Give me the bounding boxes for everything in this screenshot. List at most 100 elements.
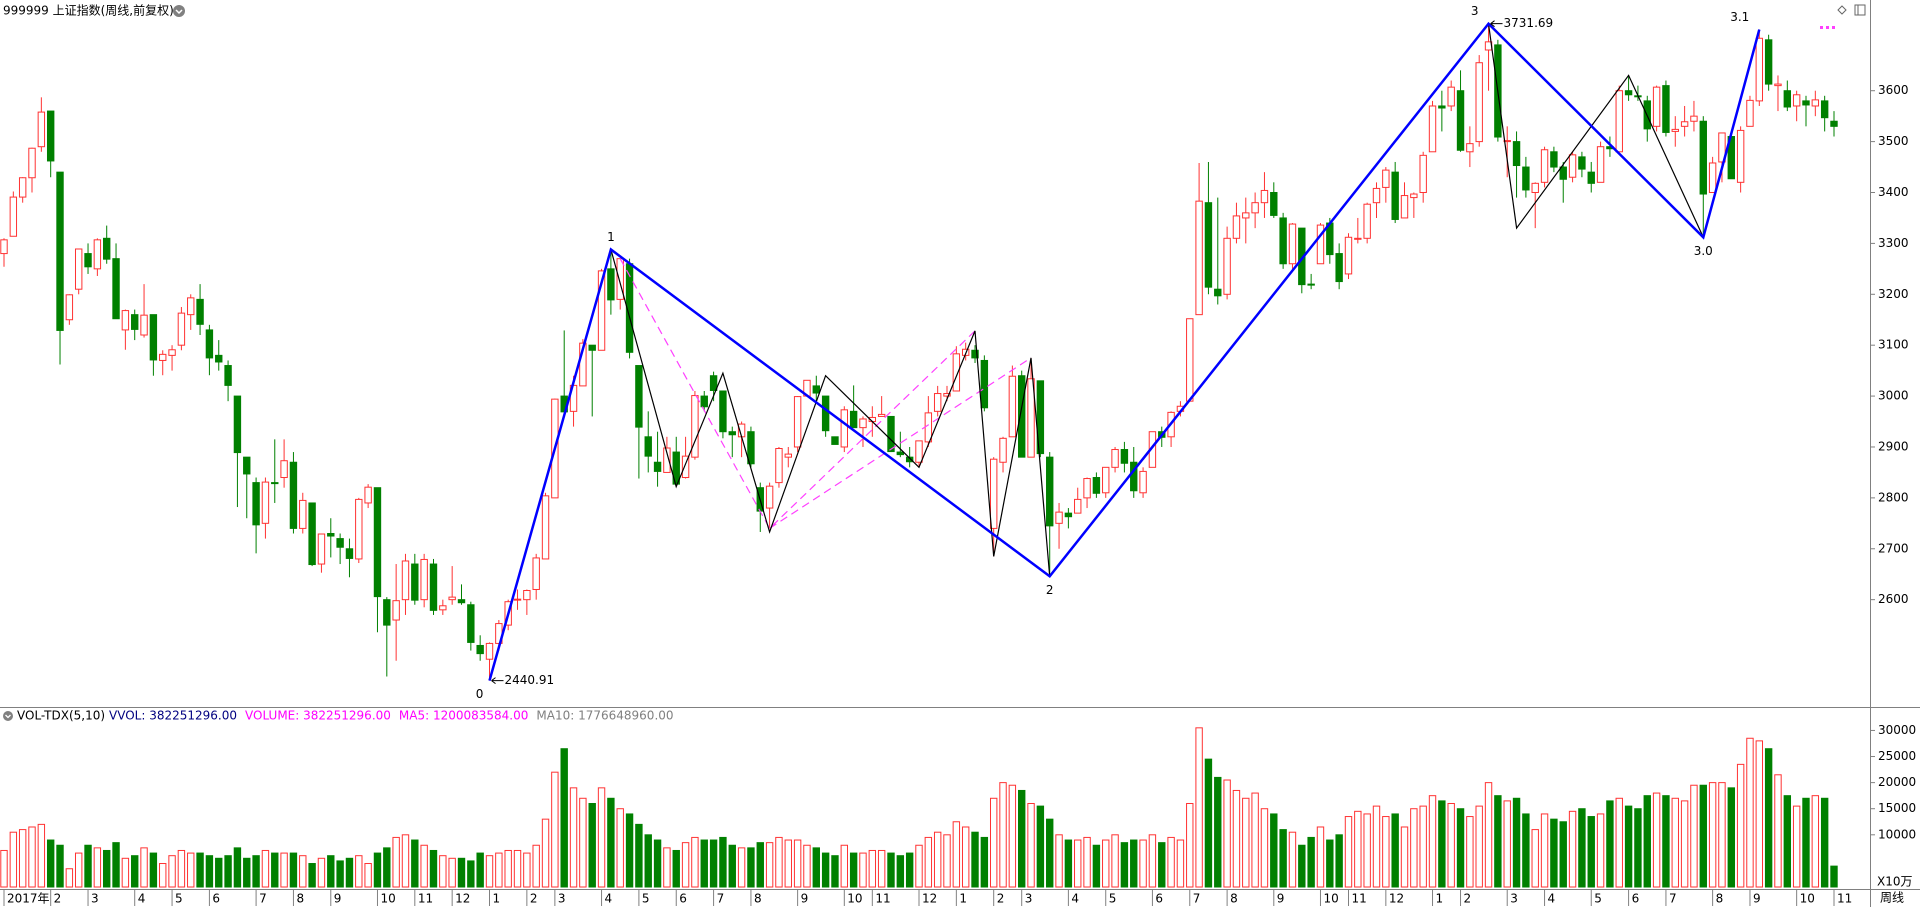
volume-bar xyxy=(1419,805,1427,888)
candle-body xyxy=(1447,86,1455,107)
volume-bar xyxy=(429,849,438,888)
volume-bar xyxy=(532,844,540,888)
volume-bar xyxy=(1214,776,1222,888)
volume-bar xyxy=(1512,797,1521,888)
volume-bar xyxy=(1774,774,1782,888)
volume-bar xyxy=(523,852,531,888)
candle-body xyxy=(420,558,428,601)
volume-dropdown[interactable] xyxy=(3,711,13,721)
candle-body xyxy=(1736,129,1745,183)
extreme-arrow xyxy=(491,677,504,685)
volume-bar xyxy=(709,839,718,888)
x-tick-label: 8 xyxy=(1230,892,1238,906)
candle-body xyxy=(644,436,652,457)
volume-bar xyxy=(1652,792,1661,888)
candle-body xyxy=(1596,146,1605,183)
candle-body xyxy=(327,533,335,537)
candle-body xyxy=(1223,237,1231,295)
candle-body xyxy=(597,270,606,351)
volume-bar xyxy=(243,857,251,888)
volume-bar xyxy=(271,852,279,888)
x-tick-label: 2 xyxy=(530,892,538,906)
volume-bar xyxy=(1820,797,1829,888)
x-tick-label: 11 xyxy=(875,892,890,906)
candle-body xyxy=(915,440,923,463)
volume-bar xyxy=(1410,808,1418,888)
candle-body xyxy=(1708,162,1717,193)
candle-body xyxy=(1372,187,1381,204)
volume-bar xyxy=(149,852,158,888)
volume-bar xyxy=(793,839,802,888)
candle-body xyxy=(1046,456,1054,527)
candle-body xyxy=(1438,105,1446,109)
volume-bar xyxy=(784,839,792,888)
volume-bar xyxy=(1363,813,1371,888)
y-tick-label: 3200 xyxy=(1878,287,1909,301)
candle-body xyxy=(616,258,624,300)
volume-bar xyxy=(383,847,391,888)
diamond-button[interactable] xyxy=(1837,5,1847,15)
candle-body xyxy=(1559,166,1567,180)
x-tick-label: 5 xyxy=(1594,892,1602,906)
y-tick-label: 2800 xyxy=(1878,490,1909,504)
candle-body xyxy=(252,482,260,526)
window-button[interactable] xyxy=(1854,4,1866,16)
x-tick-label: 8 xyxy=(296,892,304,906)
candle-body xyxy=(1820,100,1829,119)
volume-bar xyxy=(1279,829,1287,888)
volume-bar xyxy=(177,849,186,888)
y-tick-label: 2900 xyxy=(1878,439,1909,453)
candle-body xyxy=(1699,120,1707,195)
volume-bar xyxy=(952,821,961,888)
volume-bar xyxy=(1027,803,1035,888)
candle-body xyxy=(46,110,55,162)
candle-body xyxy=(1419,154,1427,193)
candle-body xyxy=(663,447,671,473)
x-tick-label: 2 xyxy=(1464,892,1472,906)
volume-bar xyxy=(1092,844,1101,888)
wave-label: 3 xyxy=(1471,4,1479,18)
volume-tick-label: 10000 xyxy=(1878,827,1916,841)
candle-body xyxy=(1307,283,1315,286)
volume-bar xyxy=(663,847,671,888)
x-tick-label: 6 xyxy=(1632,892,1640,906)
volume-bar xyxy=(1391,813,1399,888)
volume-bar xyxy=(1783,795,1792,888)
candle-body xyxy=(728,431,736,436)
volume-bar xyxy=(18,829,27,888)
x-tick-label: 1 xyxy=(959,892,967,906)
x-tick-label: 7 xyxy=(717,892,725,906)
volume-bar xyxy=(1382,816,1390,888)
x-tick-label: 5 xyxy=(1109,892,1117,906)
y-tick-label: 3400 xyxy=(1878,185,1909,199)
candle-body xyxy=(887,415,895,453)
candle-body xyxy=(317,533,326,565)
volume-bar xyxy=(1746,737,1754,888)
volume-bar xyxy=(803,844,811,888)
candle-body xyxy=(1214,288,1222,297)
candle-body xyxy=(1027,378,1035,458)
candle-body xyxy=(18,177,27,198)
x-tick-label: 1 xyxy=(493,892,501,906)
title-dropdown[interactable] xyxy=(173,5,185,17)
candle-body xyxy=(37,111,46,148)
x-tick-label: 3 xyxy=(558,892,566,906)
volume-bar xyxy=(1372,805,1381,888)
y-tick-label: 2600 xyxy=(1878,592,1909,606)
candle-body xyxy=(112,258,120,320)
candle-body xyxy=(1624,90,1633,96)
volume-bar xyxy=(1260,808,1269,888)
volume-bar xyxy=(1708,782,1717,888)
candle-body xyxy=(1764,39,1773,85)
candle-body xyxy=(1568,154,1577,178)
volume-bar xyxy=(84,844,92,888)
candle-body xyxy=(28,147,36,179)
period-label: 周线 xyxy=(1880,891,1904,905)
volume-bar xyxy=(896,855,905,888)
candle-body xyxy=(588,344,596,351)
candle-body xyxy=(1512,141,1521,167)
volume-bar xyxy=(327,855,335,888)
volume-bar xyxy=(299,855,307,888)
x-tick-label: 3 xyxy=(91,892,99,906)
volume-bar xyxy=(1587,816,1595,888)
